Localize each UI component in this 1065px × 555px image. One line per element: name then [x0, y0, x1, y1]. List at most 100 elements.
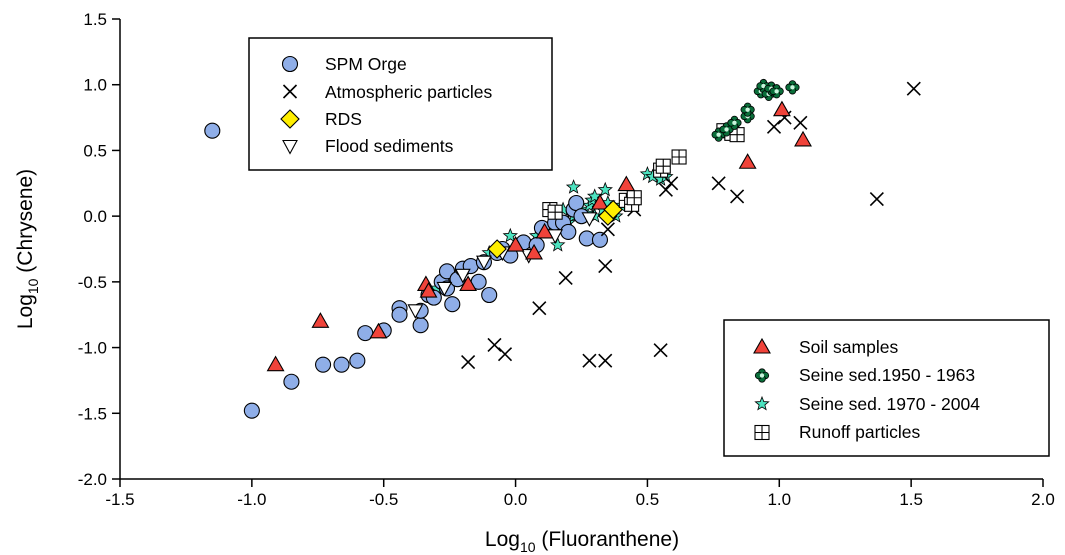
atmospheric-particles-point	[558, 270, 573, 285]
atmospheric-particles-point	[658, 182, 673, 197]
legend-marker-rds	[280, 109, 300, 129]
soil-samples-point	[794, 130, 812, 147]
runoff-particles-point	[547, 204, 563, 220]
seine-1950-center	[761, 83, 766, 89]
series-rds	[487, 199, 623, 259]
seine-1950-center	[745, 107, 750, 112]
x-tick-label: -0.5	[369, 490, 398, 509]
rds-point	[487, 239, 507, 259]
legend-entry-soil-samples: Soil samples	[799, 337, 898, 357]
data-marks	[204, 78, 921, 419]
spm-orge-point	[481, 286, 498, 304]
legend-marker-runoff-particles	[754, 424, 770, 441]
seine-1950-center	[790, 85, 795, 90]
spm-orge-point	[391, 306, 408, 323]
runoff-cross	[730, 127, 745, 142]
spm-orge-point	[349, 352, 366, 369]
runoff-cross	[627, 190, 642, 205]
flood-sediments-point	[407, 304, 424, 319]
atmospheric-particles-point	[497, 347, 513, 362]
series-atmospheric-particles	[461, 81, 921, 370]
x-tick-label: 0.0	[504, 490, 528, 509]
soil-samples-point	[506, 235, 525, 252]
runoff-cross	[548, 205, 563, 220]
x-tick-label: 0.5	[636, 490, 660, 509]
runoff-cross	[656, 159, 671, 174]
legend-marker-seine-sed-1950-1963	[754, 368, 770, 383]
atmospheric-particles-point	[664, 176, 679, 191]
legend-marker-spm-orge	[281, 55, 299, 73]
x-tick-label: 2.0	[1031, 490, 1055, 509]
flood-sediments-point	[454, 268, 471, 284]
atmospheric-particles-point	[487, 337, 502, 353]
seine-sed-1950-1963-point	[727, 115, 742, 130]
seine-sed-1970-2004-point	[550, 236, 566, 252]
x-tick-label: -1.5	[105, 490, 134, 509]
soil-samples-point	[738, 153, 757, 169]
spm-orge-point	[243, 402, 260, 419]
seine-sed-1970-2004-point	[502, 227, 519, 243]
y-tick-label: 0.0	[83, 207, 107, 226]
y-tick-label: -0.5	[78, 273, 107, 292]
flood-sediments-point	[476, 255, 492, 271]
seine-1950-center	[774, 89, 779, 94]
flood-sediments-point	[436, 281, 453, 297]
seine-1950-center	[732, 120, 737, 126]
soil-samples-point	[369, 322, 388, 339]
atmospheric-particles-point	[653, 343, 668, 358]
y-tick-label: 1.5	[83, 10, 107, 29]
atmospheric-particles-point	[600, 222, 615, 237]
seine-1950-center	[759, 373, 765, 378]
x-tick-label: 1.0	[767, 490, 791, 509]
soil-samples-point	[525, 243, 543, 260]
spm-orge-point	[444, 296, 461, 313]
series-soil-samples	[266, 100, 812, 372]
legend-entry-spm-orge: SPM Orge	[325, 54, 407, 74]
legend-marker-flood-sediments	[282, 139, 298, 155]
seine-sed-1950-1963-point	[769, 84, 784, 99]
seine-sed-1970-2004-point	[586, 188, 603, 203]
spm-orge-point	[560, 223, 577, 240]
flood-sediments-point	[581, 212, 598, 227]
legend-top-left-box	[248, 37, 553, 171]
soil-samples-point	[591, 193, 609, 210]
legend-top-left: SPM Orge Atmospheric particles RDS Flood…	[248, 37, 553, 171]
legend-entry-rds: RDS	[325, 109, 362, 129]
x-tick-label: 1.5	[899, 490, 923, 509]
legend-marker-seine-sed-1970-2004	[754, 395, 770, 411]
atmospheric-particles-point	[582, 353, 597, 368]
soil-samples-point	[772, 100, 791, 117]
soil-samples-point	[311, 312, 330, 328]
y-tick-label: 1.0	[83, 76, 107, 95]
atmospheric-particles-point	[532, 301, 547, 316]
soil-samples-point	[535, 222, 554, 239]
atmospheric-particles-point	[730, 189, 745, 204]
runoff-particles-point	[626, 190, 642, 206]
soil-samples-point	[617, 175, 636, 192]
y-axis-label: Log10 (Chrysene)	[14, 169, 41, 329]
legend-marker-atmospheric-particles	[282, 84, 298, 99]
seine-sed-1970-2004-point	[597, 181, 613, 197]
series-seine-sed-1950-1963	[711, 78, 800, 142]
seine-sed-1970-2004-point	[565, 179, 582, 194]
runoff-cross	[672, 150, 687, 164]
spm-orge-point	[591, 231, 609, 248]
spm-orge-point	[412, 317, 429, 334]
spm-orge-point	[357, 325, 374, 342]
runoff-particles-point	[671, 149, 687, 165]
atmospheric-particles-point	[906, 81, 921, 96]
legend-bottom-right: Soil samples Seine sed.1950 - 1963 Seine…	[723, 319, 1050, 457]
series-runoff-particles	[542, 123, 745, 220]
runoff-particles-point	[655, 158, 671, 174]
spm-orge-point	[204, 122, 221, 139]
x-tick-label: -1.0	[237, 490, 266, 509]
spm-orge-point	[283, 373, 300, 390]
legend-entry-flood-sediments: Flood sediments	[325, 136, 454, 156]
legend-entry-seine-1970-2004: Seine sed. 1970 - 2004	[799, 394, 980, 414]
x-axis-label: Log10 (Fluoranthene)	[485, 528, 679, 555]
legend-entry-runoff-particles: Runoff particles	[799, 422, 921, 442]
legend-marker-soil-samples	[753, 337, 771, 354]
atmospheric-particles-point	[869, 191, 884, 207]
y-tick-label: -2.0	[78, 470, 107, 489]
